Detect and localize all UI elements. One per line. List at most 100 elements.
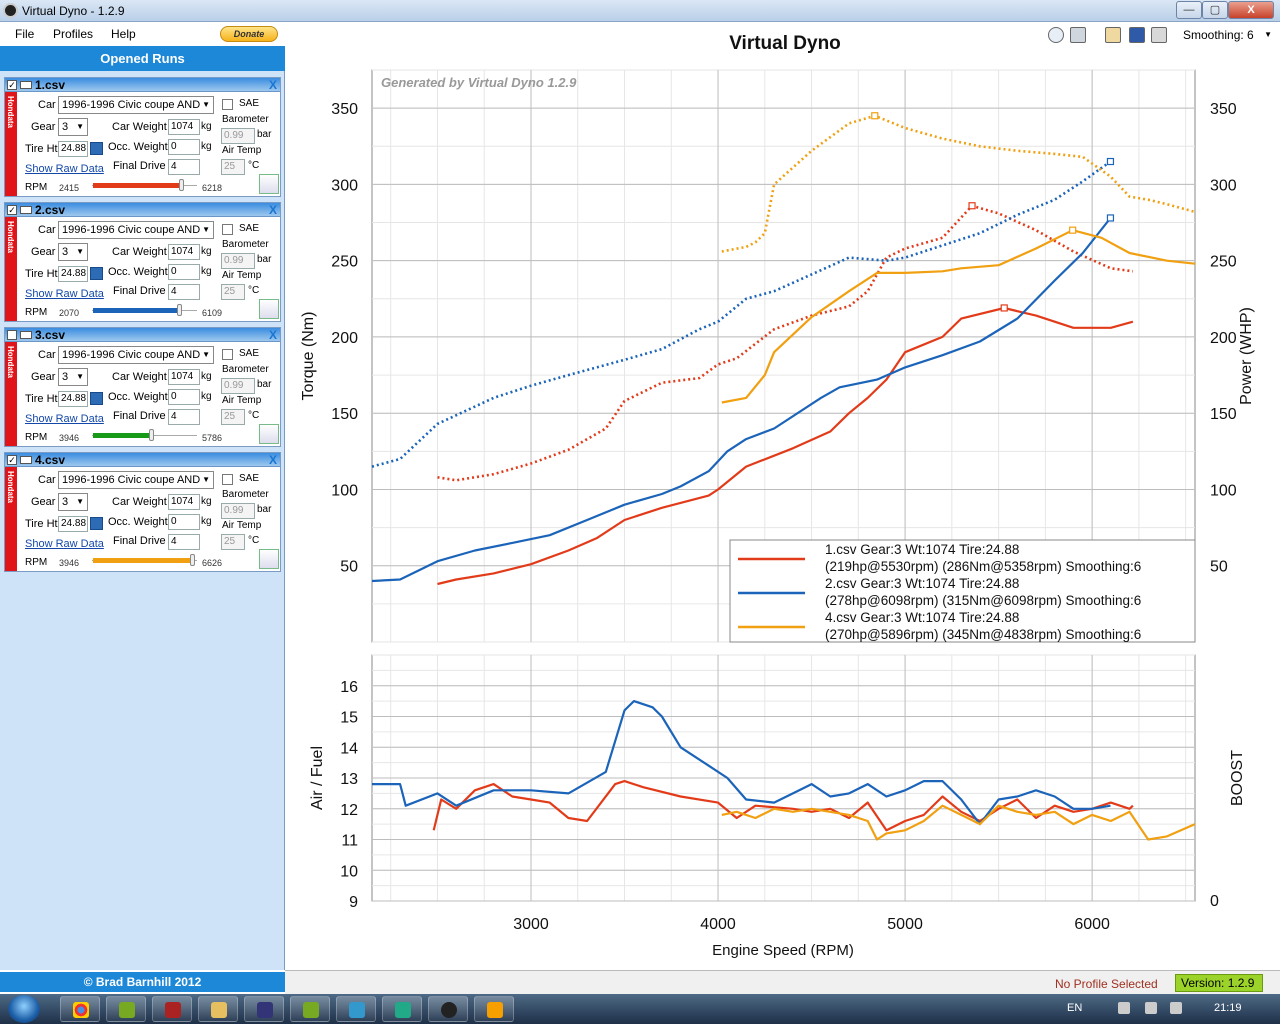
close-run-icon[interactable]: X bbox=[268, 203, 277, 217]
app-taskbar-icon[interactable] bbox=[336, 996, 376, 1022]
explorer-taskbar-icon[interactable] bbox=[198, 996, 238, 1022]
air-temp-input[interactable]: 25 bbox=[221, 284, 245, 300]
graph-run-icon[interactable] bbox=[259, 299, 279, 319]
final-drive-input[interactable]: 4 bbox=[168, 159, 200, 175]
rpm-min: 2070 bbox=[59, 308, 80, 318]
air-temp-input[interactable]: 25 bbox=[221, 159, 245, 175]
sae-checkbox[interactable] bbox=[222, 349, 233, 360]
clock[interactable]: 21:19 bbox=[1214, 1002, 1242, 1014]
minimize-button[interactable]: — bbox=[1176, 1, 1202, 19]
hondata-tag: Hondata bbox=[5, 342, 17, 446]
car-dropdown[interactable]: 1996-1996 Civic coupe AND ▼ bbox=[58, 471, 214, 489]
show-raw-data-link[interactable]: Show Raw Data bbox=[25, 413, 104, 425]
app-taskbar-icon[interactable] bbox=[244, 996, 284, 1022]
calculator-icon[interactable] bbox=[90, 392, 103, 405]
series-line-2-power bbox=[371, 217, 1112, 583]
rpm-range-slider-thumb[interactable] bbox=[149, 429, 154, 441]
filter-icon[interactable] bbox=[1070, 27, 1086, 43]
app-taskbar-icon[interactable] bbox=[152, 996, 192, 1022]
menu-file[interactable]: File bbox=[15, 27, 35, 41]
car-weight-input[interactable]: 1074 bbox=[168, 369, 200, 385]
car-dropdown[interactable]: 1996-1996 Civic coupe AND ▼ bbox=[58, 221, 214, 239]
barometer-input[interactable]: 0.99 bbox=[221, 128, 255, 144]
close-run-icon[interactable]: X bbox=[268, 78, 277, 92]
calculator-icon[interactable] bbox=[90, 267, 103, 280]
occ-weight-input[interactable]: 0 bbox=[168, 514, 200, 530]
graph-run-icon[interactable] bbox=[259, 424, 279, 444]
tire-height-input[interactable]: 24.88 bbox=[58, 141, 88, 157]
app-taskbar-icon[interactable] bbox=[382, 996, 422, 1022]
save-icon[interactable] bbox=[1129, 27, 1145, 43]
app-taskbar-icon[interactable] bbox=[106, 996, 146, 1022]
zoom-icon[interactable] bbox=[1048, 27, 1064, 43]
car-dropdown[interactable]: 1996-1996 Civic coupe AND ▼ bbox=[58, 346, 214, 364]
car-weight-input[interactable]: 1074 bbox=[168, 494, 200, 510]
occ-weight-input[interactable]: 0 bbox=[168, 264, 200, 280]
celsius-unit: °C bbox=[248, 410, 260, 421]
close-run-icon[interactable]: X bbox=[268, 328, 277, 342]
car-weight-input[interactable]: 1074 bbox=[168, 244, 200, 260]
network-icon[interactable] bbox=[1145, 1002, 1157, 1014]
clipboard-icon[interactable] bbox=[1105, 27, 1121, 43]
sae-checkbox[interactable] bbox=[222, 99, 233, 110]
menu-help[interactable]: Help bbox=[111, 27, 136, 41]
virtual-dyno-taskbar-icon[interactable] bbox=[428, 996, 468, 1022]
show-raw-data-link[interactable]: Show Raw Data bbox=[25, 288, 104, 300]
gear-dropdown[interactable]: 3 ▼ bbox=[58, 493, 88, 511]
air-temp-input[interactable]: 25 bbox=[221, 534, 245, 550]
occ-weight-input[interactable]: 0 bbox=[168, 139, 200, 155]
flag-icon[interactable] bbox=[1118, 1002, 1130, 1014]
run-visible-checkbox[interactable]: ✓ bbox=[7, 80, 17, 90]
close-run-icon[interactable]: X bbox=[268, 453, 277, 467]
car-value: 1996-1996 Civic coupe AND bbox=[62, 99, 201, 111]
rpm-range-slider-thumb[interactable] bbox=[179, 179, 184, 191]
run-visible-checkbox[interactable] bbox=[7, 330, 17, 340]
rpm-range-slider-thumb[interactable] bbox=[190, 554, 195, 566]
donate-button[interactable]: Donate bbox=[220, 26, 278, 42]
final-drive-input[interactable]: 4 bbox=[168, 284, 200, 300]
show-raw-data-link[interactable]: Show Raw Data bbox=[25, 538, 104, 550]
gear-dropdown[interactable]: 3 ▼ bbox=[58, 368, 88, 386]
start-button[interactable] bbox=[8, 995, 40, 1023]
rpm-range-slider-thumb[interactable] bbox=[177, 304, 182, 316]
chrome-taskbar-icon[interactable] bbox=[60, 996, 100, 1022]
rpm-range-bar bbox=[93, 433, 149, 438]
print-icon[interactable] bbox=[1151, 27, 1167, 43]
calculator-icon[interactable] bbox=[90, 142, 103, 155]
show-raw-data-link[interactable]: Show Raw Data bbox=[25, 163, 104, 175]
gear-dropdown[interactable]: 3 ▼ bbox=[58, 243, 88, 261]
app-taskbar-icon[interactable] bbox=[290, 996, 330, 1022]
language-indicator[interactable]: EN bbox=[1067, 1002, 1083, 1014]
volume-icon[interactable] bbox=[1170, 1002, 1182, 1014]
menu-profiles[interactable]: Profiles bbox=[53, 27, 94, 41]
media-taskbar-icon[interactable] bbox=[474, 996, 514, 1022]
sae-checkbox[interactable] bbox=[222, 224, 233, 235]
gear-dropdown[interactable]: 3 ▼ bbox=[58, 118, 88, 136]
version-badge[interactable]: Version: 1.2.9 bbox=[1175, 974, 1263, 992]
rpm-label: RPM bbox=[25, 432, 48, 443]
tire-height-input[interactable]: 24.88 bbox=[58, 391, 88, 407]
air-temp-input[interactable]: 25 bbox=[221, 409, 245, 425]
calculator-icon[interactable] bbox=[90, 517, 103, 530]
profile-status[interactable]: No Profile Selected bbox=[1055, 977, 1158, 991]
graph-run-icon[interactable] bbox=[259, 174, 279, 194]
barometer-input[interactable]: 0.99 bbox=[221, 253, 255, 269]
final-drive-input[interactable]: 4 bbox=[168, 534, 200, 550]
tire-height-input[interactable]: 24.88 bbox=[58, 266, 88, 282]
smoothing-dropdown[interactable]: Smoothing: 6 ▼ bbox=[1183, 26, 1276, 44]
barometer-input[interactable]: 0.99 bbox=[221, 378, 255, 394]
run-visible-checkbox[interactable]: ✓ bbox=[7, 455, 17, 465]
occ-weight-input[interactable]: 0 bbox=[168, 389, 200, 405]
close-button[interactable]: X bbox=[1228, 1, 1274, 19]
tire-height-input[interactable]: 24.88 bbox=[58, 516, 88, 532]
sae-checkbox[interactable] bbox=[222, 474, 233, 485]
final-drive-input[interactable]: 4 bbox=[168, 409, 200, 425]
barometer-input[interactable]: 0.99 bbox=[221, 503, 255, 519]
y-tick-label: 350 bbox=[331, 101, 358, 118]
car-weight-input[interactable]: 1074 bbox=[168, 119, 200, 135]
chevron-down-icon: ▼ bbox=[202, 475, 210, 484]
run-visible-checkbox[interactable]: ✓ bbox=[7, 205, 17, 215]
maximize-button[interactable]: ▢ bbox=[1202, 1, 1228, 19]
graph-run-icon[interactable] bbox=[259, 549, 279, 569]
car-dropdown[interactable]: 1996-1996 Civic coupe AND ▼ bbox=[58, 96, 214, 114]
